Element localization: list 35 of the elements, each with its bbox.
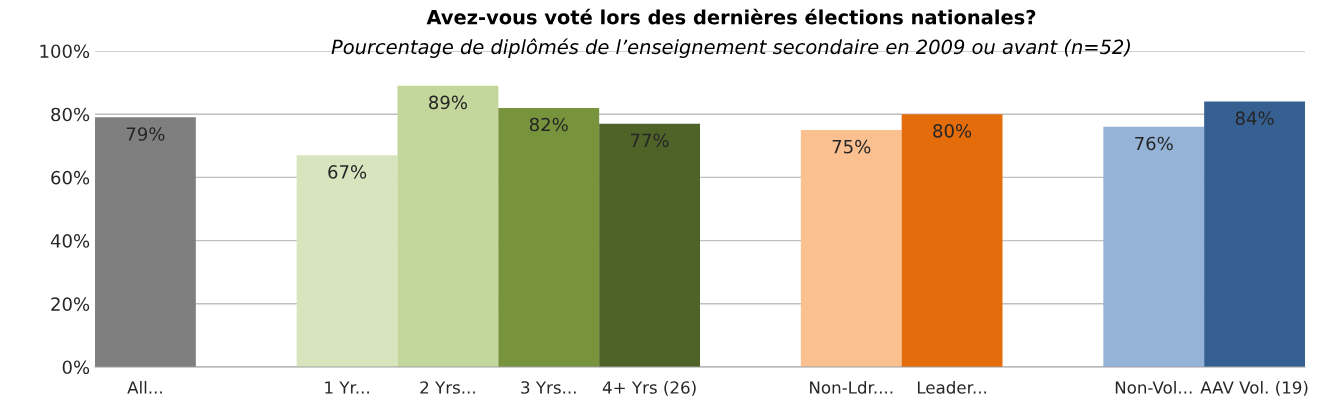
data-label: 82% (529, 117, 568, 132)
y-tick-label: 80% (51, 107, 90, 122)
data-label: 76% (1135, 136, 1173, 151)
y-tick-label: 100% (40, 44, 90, 59)
x-tick-label: Non-Ldr.... (810, 380, 893, 394)
data-label: 84% (1235, 111, 1274, 126)
bar (296, 155, 398, 367)
x-tick-label: 2 Yrs... (420, 381, 475, 394)
bar (1204, 101, 1305, 367)
data-label: 67% (328, 165, 367, 179)
y-tick-label: 40% (50, 234, 90, 248)
x-tick-label: 4+ Yrs (26) (602, 380, 696, 396)
bar (397, 85, 499, 367)
data-label: 75% (832, 139, 871, 154)
x-tick-label: Leader... (917, 380, 987, 394)
x-tick-label: Non-Vol... (1115, 380, 1192, 394)
x-tick-label: 1 Yr... (325, 381, 369, 394)
y-tick-label: 60% (51, 170, 90, 185)
bar (95, 117, 196, 367)
data-label: 89% (429, 95, 467, 110)
y-tick-label: 20% (51, 297, 90, 311)
y-tick-label: 0% (62, 360, 90, 375)
bar (498, 107, 600, 367)
bar (800, 130, 902, 367)
chart-subtitle: Pourcentage de diplômés de l’enseignement secondaire en 2009 ou avant (n=52) (331, 38, 1130, 58)
chart-title: Avez-vous voté lors des dernières élections nationales? (426, 8, 1036, 25)
data-label: 77% (631, 133, 669, 148)
x-tick-label: AAV Vol. (19) (1200, 380, 1308, 396)
x-tick-label: All... (127, 380, 162, 394)
bar (1103, 126, 1205, 367)
bar (599, 123, 700, 367)
bar (901, 114, 1003, 367)
x-tick-label: 3 Yrs... (521, 381, 576, 394)
data-label: 79% (126, 127, 165, 141)
data-label: 80% (933, 124, 972, 138)
